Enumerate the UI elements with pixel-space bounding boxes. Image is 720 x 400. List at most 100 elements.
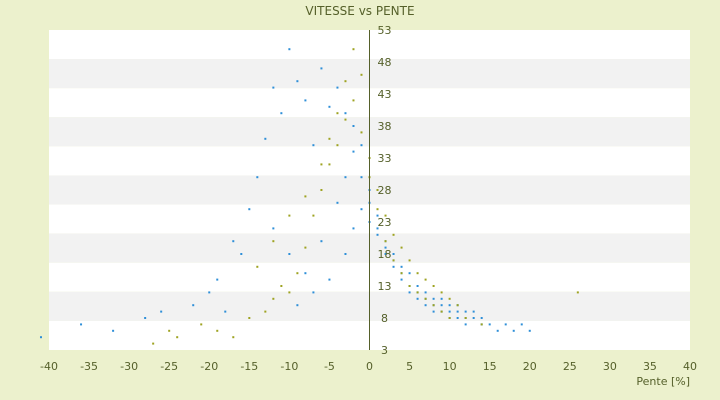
data-point-blue [328, 105, 331, 108]
x-tick-label: -10 [280, 360, 298, 373]
data-point-blue [464, 323, 467, 326]
data-point-olive [400, 246, 403, 249]
data-point-blue [456, 317, 459, 319]
data-point-olive [320, 163, 323, 166]
y-tick-label: 3 [381, 344, 388, 357]
data-point-blue [472, 317, 475, 319]
data-point-olive [272, 240, 275, 243]
data-point-blue [512, 329, 515, 332]
data-point-blue [352, 150, 355, 153]
x-tick-label: 0 [366, 360, 373, 373]
data-point-olive [336, 112, 339, 115]
x-tick-label: -20 [200, 360, 218, 373]
data-point-olive [376, 208, 379, 211]
chart-title: VITESSE vs PENTE [305, 4, 414, 18]
data-point-blue [400, 278, 403, 281]
data-point-olive [464, 317, 467, 319]
x-tick-label: 10 [443, 360, 457, 373]
x-tick-label: -30 [120, 360, 138, 373]
y-tick-label: 38 [378, 120, 392, 133]
data-point-blue [448, 310, 451, 313]
data-point-blue [336, 86, 339, 89]
data-point-olive [360, 131, 363, 134]
y-tick-label: 13 [378, 280, 392, 293]
data-point-olive [376, 189, 379, 191]
x-tick-label: 30 [603, 360, 617, 373]
data-point-olive [168, 329, 171, 332]
data-point-olive [440, 310, 443, 313]
data-point-olive [248, 317, 251, 319]
data-point-olive [264, 310, 267, 313]
data-point-blue [392, 253, 395, 255]
data-point-blue [528, 329, 531, 332]
y-tick-label: 48 [378, 56, 392, 69]
data-point-blue [464, 310, 467, 313]
data-point-blue [360, 208, 363, 211]
data-point-blue [296, 80, 299, 83]
data-point-olive [352, 48, 355, 51]
data-point-blue [360, 176, 363, 179]
x-tick-label: 20 [523, 360, 537, 373]
data-point-blue [416, 297, 419, 300]
data-point-olive [216, 329, 219, 332]
data-point-blue [208, 291, 211, 294]
data-point-olive [384, 240, 387, 243]
data-point-blue [408, 272, 411, 275]
data-point-blue [248, 208, 251, 211]
data-point-blue [456, 310, 459, 313]
data-point-blue [408, 291, 411, 294]
x-tick-label: -35 [80, 360, 98, 373]
y-tick-label: 18 [378, 248, 392, 261]
y-tick-label: 43 [378, 88, 392, 101]
data-point-blue [376, 233, 379, 236]
data-point-olive [288, 291, 291, 294]
data-point-olive [480, 323, 483, 326]
data-point-blue [384, 246, 387, 249]
data-point-blue [320, 240, 323, 243]
data-point-blue [384, 253, 387, 255]
data-point-blue [288, 253, 291, 255]
y-tick-label: 33 [378, 152, 392, 165]
data-point-blue [256, 176, 259, 179]
x-tick-label: -25 [160, 360, 178, 373]
data-point-blue [432, 310, 435, 313]
x-tick-label: -5 [324, 360, 335, 373]
data-point-blue [496, 329, 499, 332]
data-point-olive [304, 195, 307, 198]
data-point-blue [360, 144, 363, 147]
data-point-blue [320, 67, 323, 70]
data-point-olive [176, 336, 179, 339]
data-point-olive [416, 291, 419, 294]
data-point-olive [328, 137, 331, 140]
data-point-olive [344, 118, 347, 121]
data-point-olive [448, 297, 451, 300]
x-tick-label: 35 [643, 360, 657, 373]
data-point-olive [424, 278, 427, 281]
data-point-olive [312, 214, 315, 217]
data-point-blue [400, 265, 403, 268]
data-point-olive [456, 304, 459, 307]
data-point-blue [160, 310, 163, 313]
x-tick-label: -15 [240, 360, 258, 373]
data-point-olive [272, 297, 275, 300]
data-point-olive [280, 285, 283, 287]
data-point-olive [352, 99, 355, 102]
data-point-olive [256, 265, 259, 268]
data-point-olive [432, 285, 435, 287]
data-point-blue [296, 304, 299, 307]
data-point-blue [288, 48, 291, 51]
x-tick-label: -40 [40, 360, 58, 373]
data-point-blue [232, 240, 235, 243]
data-point-olive [576, 291, 579, 294]
y-tick-label: 8 [381, 312, 388, 325]
data-point-blue [488, 323, 491, 326]
y-tick-label: 23 [378, 216, 392, 229]
data-point-olive [328, 163, 331, 166]
data-point-blue [520, 323, 523, 326]
data-point-blue [224, 310, 227, 313]
data-point-olive [448, 317, 451, 319]
data-point-blue [192, 304, 195, 307]
data-point-blue [376, 214, 379, 217]
data-point-blue [424, 291, 427, 294]
